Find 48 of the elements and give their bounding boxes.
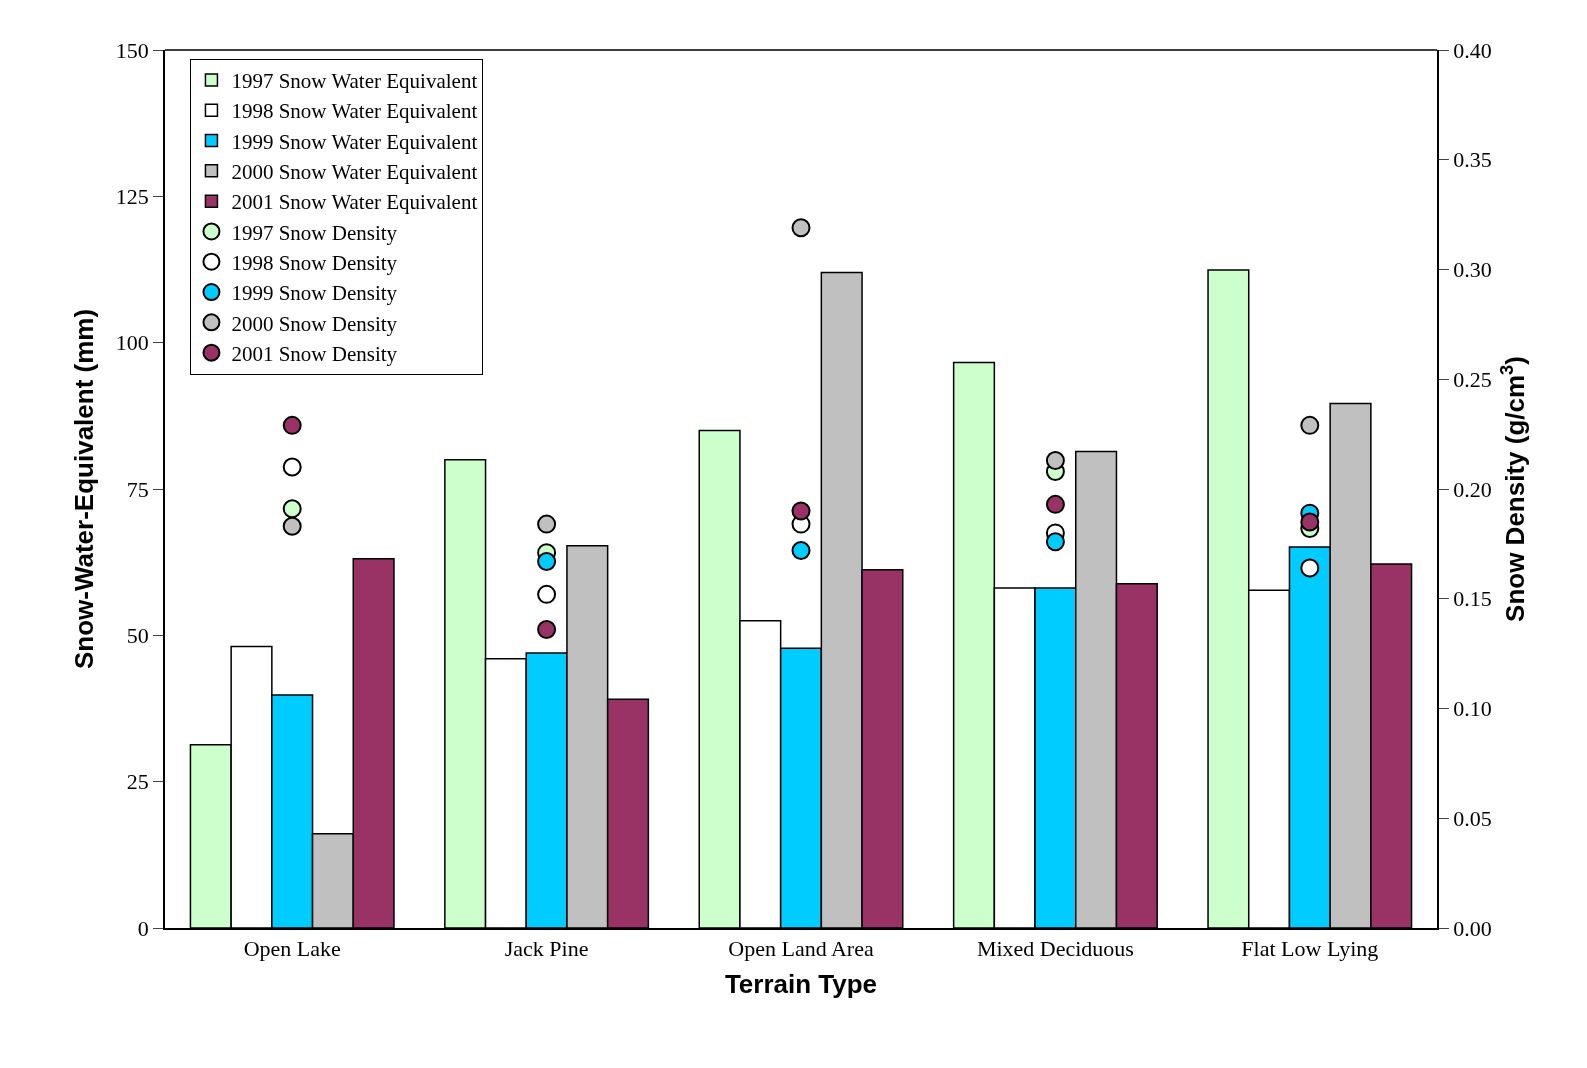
y2-tick-label: 0.40: [1453, 37, 1492, 63]
point: [1045, 532, 1065, 552]
point: [791, 501, 811, 521]
x-axis-title: Terrain Type: [724, 969, 878, 1000]
point: [1300, 512, 1320, 532]
legend-label: 2000 Snow Density: [231, 311, 398, 336]
point: [282, 499, 302, 519]
y-axis-title: Snow-Water-Equivalent (mm): [68, 308, 99, 670]
legend-label: 1997 Snow Density: [231, 220, 398, 245]
x-tick-label: Jack Pine: [504, 936, 589, 962]
y2-tick-label: 0.30: [1453, 257, 1492, 283]
x-tick-label: Open Lake: [243, 936, 341, 962]
point: [537, 619, 557, 639]
point: [1300, 415, 1320, 435]
y-tick-label: 125: [115, 184, 149, 210]
y-tick-label: 50: [126, 623, 149, 649]
point: [1045, 494, 1065, 514]
point: [282, 516, 302, 536]
y2-tick-label: 0.05: [1453, 805, 1492, 831]
y2-tick-label: 0.25: [1453, 366, 1492, 392]
legend-label: 1999 Snow Density: [231, 281, 398, 306]
y-tick-label: 100: [115, 330, 149, 356]
y2-tick-label: 0.20: [1453, 476, 1492, 502]
point: [1045, 450, 1065, 470]
point: [282, 415, 302, 435]
y-tick-label: 75: [126, 476, 149, 502]
legend-label: 2001 Snow Density: [231, 341, 398, 366]
y-tick-label: 150: [115, 37, 149, 63]
legend-label: 2000 Snow Water Equivalent: [231, 160, 478, 185]
point: [791, 540, 811, 560]
legend-label: 1997 Snow Water Equivalent: [231, 69, 478, 94]
point: [1300, 558, 1320, 578]
y-tick-label: 0: [137, 915, 149, 941]
point: [791, 218, 811, 238]
y-tick-label: 25: [126, 769, 149, 795]
y2-tick-label: 0.10: [1453, 696, 1492, 722]
y2-tick-label: 0.35: [1453, 147, 1492, 173]
point: [537, 551, 557, 571]
point: [537, 514, 557, 534]
legend-label: 1999 Snow Water Equivalent: [231, 129, 478, 154]
legend-label: 1998 Snow Density: [231, 250, 398, 275]
y2-tick-label: 0.15: [1453, 586, 1492, 612]
legend-label: 2001 Snow Water Equivalent: [231, 190, 478, 215]
x-tick-label: Open Land Area: [728, 936, 874, 962]
legend-label: 1998 Snow Water Equivalent: [231, 99, 478, 124]
x-tick-label: Mixed Deciduous: [976, 936, 1134, 962]
x-tick-label: Flat Low Lying: [1241, 936, 1379, 962]
y2-tick-label: 0.00: [1453, 915, 1492, 941]
